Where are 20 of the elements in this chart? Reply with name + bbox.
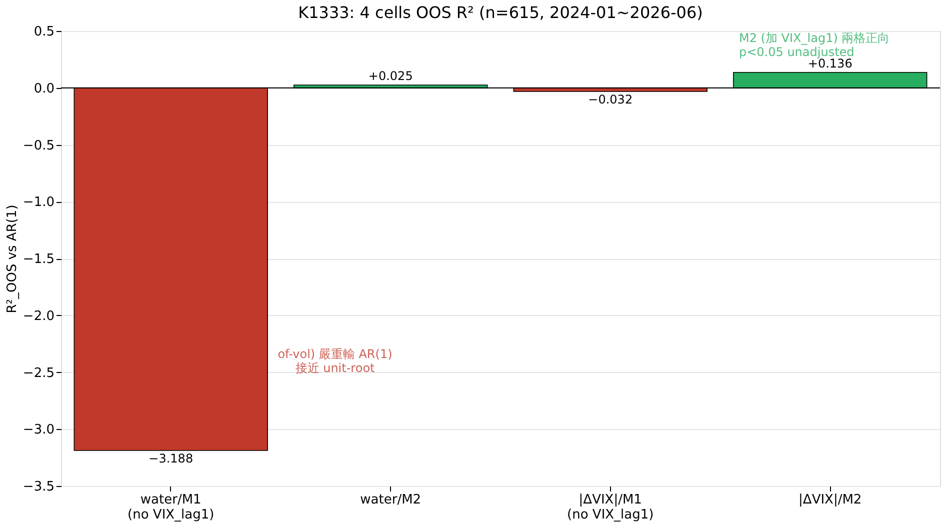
y-axis-title: R²_OOS vs AR(1)	[4, 204, 20, 314]
data-label: +0.025	[368, 69, 413, 84]
y-tick-label: 0.0	[34, 81, 54, 96]
x-tick-label: |ΔVIX|/M1 (no VIX_lag1)	[567, 492, 654, 522]
x-tick-label: |ΔVIX|/M2	[798, 492, 862, 508]
chart-title: K1333: 4 cells OOS R² (n=615, 2024-01~2026-06)	[298, 3, 703, 22]
data-label: −0.032	[588, 92, 633, 107]
y-tick-label: −3.5	[22, 480, 54, 494]
y-tick-label: −3.0	[22, 422, 54, 438]
annotation: M2 (加 VIX_lag1) 兩格正向 p<0.05 unadjusted	[739, 31, 890, 59]
data-label: −3.188	[148, 452, 194, 466]
annotation: of-vol) 嚴重輸 AR(1) 接近 unit-root	[278, 347, 392, 375]
x-tick-label: water/M2	[360, 492, 422, 508]
x-tick-label: water/M1 (no VIX_lag1)	[128, 492, 214, 522]
y-tick-label: −2.0	[22, 308, 54, 324]
y-tick-label: −0.5	[22, 138, 54, 154]
y-tick-label: −1.5	[22, 252, 54, 267]
y-tick-label: −1.0	[22, 195, 54, 210]
y-tick-label: 0.5	[34, 24, 54, 40]
y-tick-label: −2.5	[22, 366, 54, 381]
